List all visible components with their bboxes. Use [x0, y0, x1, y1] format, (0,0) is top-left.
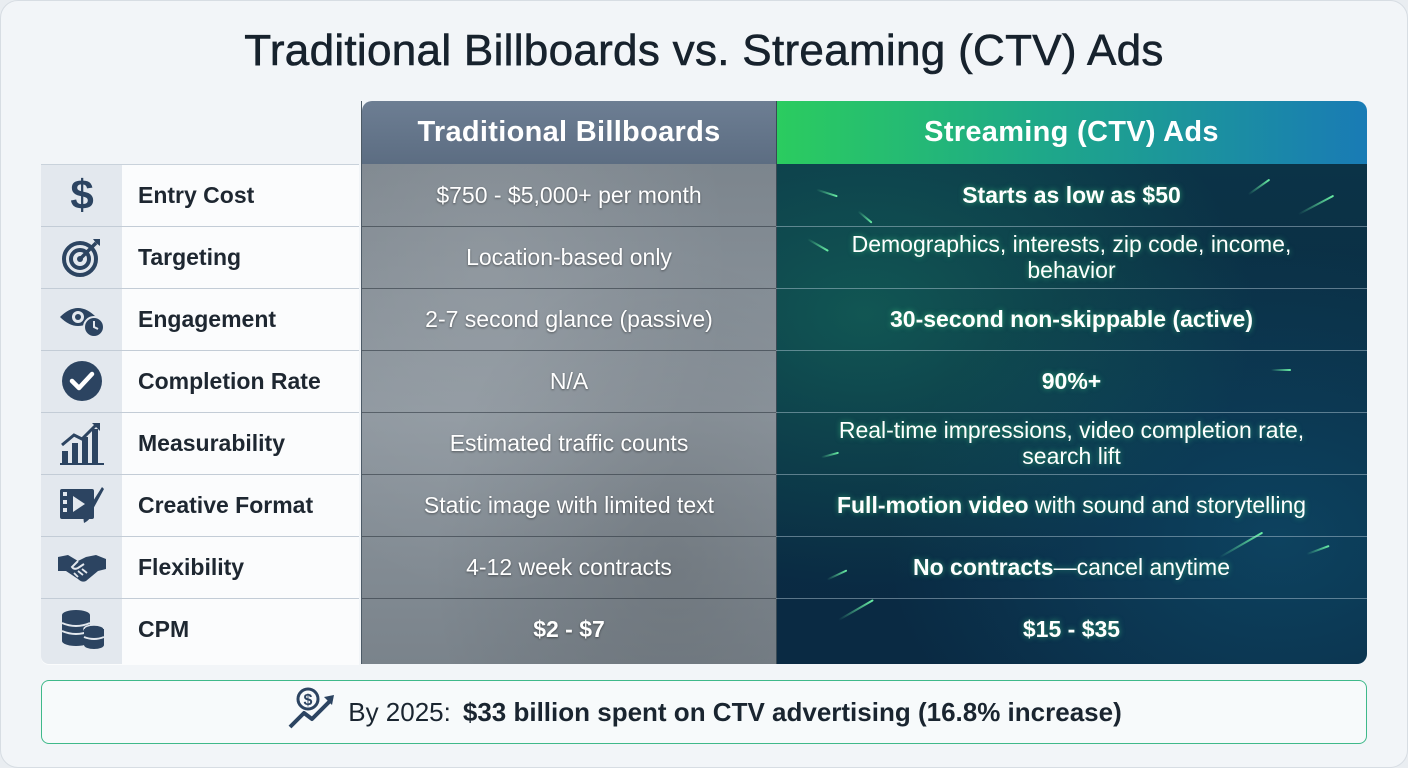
row-label: Engagement — [138, 306, 277, 332]
row-label: Flexibility — [138, 554, 245, 580]
column-header-streaming: Streaming (CTV) Ads — [776, 101, 1367, 164]
svg-text:$: $ — [304, 692, 313, 709]
streaming-value: 90%+ — [1041, 368, 1102, 394]
streaming-value: Demographics, interests, zip code, incom… — [851, 231, 1292, 283]
traditional-column-bg — [362, 164, 776, 664]
checkmark-circle-icon — [41, 350, 122, 412]
streaming-value-emphasis: No contracts — [912, 554, 1054, 580]
footer-highlight: $33 billion spent on CTV advertising (16… — [462, 696, 1122, 727]
divider-left — [361, 101, 362, 664]
traditional-value: 4-12 week contracts — [466, 553, 672, 580]
row-label: Completion Rate — [138, 368, 321, 394]
bar-chart-icon — [41, 412, 122, 474]
streaming-value: Real-time impressions, video completion … — [838, 417, 1305, 469]
target-icon — [41, 226, 122, 288]
traditional-value: Estimated traffic counts — [449, 429, 689, 456]
traditional-value: Static image with limited text — [423, 491, 715, 518]
eye-clock-icon — [41, 288, 122, 350]
page-title: Traditional Billboards vs. Streaming (CT… — [244, 26, 1164, 76]
footer-stat: $ By 2025: $33 billion spent on CTV adve… — [41, 680, 1367, 744]
streaming-value-rest: —cancel anytime — [1053, 554, 1230, 580]
traditional-value: N/A — [549, 367, 589, 394]
table-row: Targeting Location-based only Demographi… — [41, 226, 1367, 289]
money-growth-icon: $ — [286, 687, 336, 738]
svg-text:$: $ — [70, 173, 93, 217]
table-row: $ Entry Cost $750 - $5,000+ per month St… — [41, 164, 1367, 227]
streaming-value: $15 - $35 — [1022, 616, 1121, 642]
handshake-icon — [41, 536, 122, 598]
video-brush-icon — [41, 474, 122, 536]
row-label: Targeting — [138, 244, 242, 270]
streaming-value: Full-motion video with sound and storyte… — [776, 474, 1367, 536]
table-row: CPM $2 - $7 $15 - $35 — [41, 598, 1367, 660]
divider-middle — [776, 101, 777, 664]
table-row: Completion Rate N/A 90%+ — [41, 350, 1367, 413]
streaming-value: No contracts —cancel anytime — [776, 536, 1367, 598]
row-label: Measurability — [138, 430, 285, 456]
row-label: CPM — [138, 616, 190, 642]
traditional-value: 2-7 second glance (passive) — [425, 305, 713, 332]
streaming-value-rest: with sound and storytelling — [1028, 492, 1307, 518]
table-row: Creative Format Static image with limite… — [41, 474, 1367, 537]
traditional-value: Location-based only — [466, 243, 672, 270]
streaming-column-bg — [776, 164, 1367, 664]
traditional-value: $750 - $5,000+ per month — [436, 181, 702, 208]
row-label: Entry Cost — [138, 182, 255, 208]
streaming-value-emphasis: Full-motion video — [836, 492, 1029, 518]
dollar-icon: $ — [41, 164, 122, 226]
traditional-value: $2 - $7 — [533, 615, 605, 642]
footer-prefix: By 2025: — [348, 696, 451, 727]
coins-icon — [41, 598, 122, 660]
streaming-value: 30-second non-skippable (active) — [890, 306, 1253, 332]
table-row: Engagement 2-7 second glance (passive) 3… — [41, 288, 1367, 351]
streaming-value: Starts as low as $50 — [962, 182, 1181, 208]
column-header-traditional: Traditional Billboards — [362, 101, 776, 164]
row-label: Creative Format — [138, 492, 314, 518]
table-row: Flexibility 4-12 week contracts No contr… — [41, 536, 1367, 599]
table-row: Measurability Estimated traffic counts R… — [41, 412, 1367, 475]
